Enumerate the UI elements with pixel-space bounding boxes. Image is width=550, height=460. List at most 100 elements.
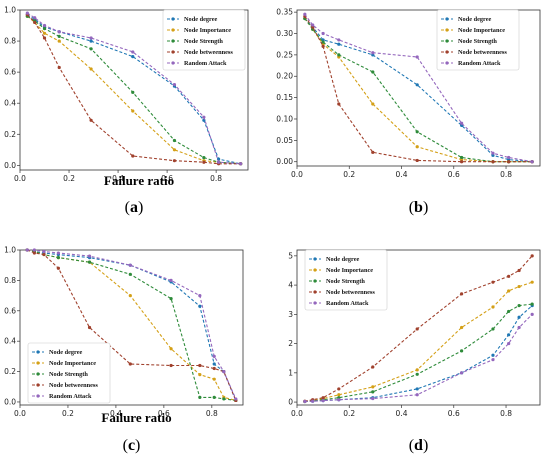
plot-frame xyxy=(19,9,249,171)
legend-entry: Node Importance xyxy=(458,27,505,34)
data-point xyxy=(507,160,511,164)
y-tick-label: 0.20 xyxy=(276,72,293,81)
x-tick-label: 0.0 xyxy=(291,170,303,179)
y-tick-label: 0.0 xyxy=(4,397,16,406)
legend-swatch-marker xyxy=(313,268,317,272)
data-point xyxy=(42,249,46,254)
data-point xyxy=(337,387,341,391)
legend: Node degree Node Importance Node Strength N… xyxy=(304,249,388,311)
data-point xyxy=(530,254,534,258)
data-point xyxy=(415,130,419,134)
y-tick-label: 0.15 xyxy=(276,93,293,102)
data-point xyxy=(222,369,226,374)
data-point xyxy=(507,309,511,314)
data-point xyxy=(415,372,419,376)
data-point xyxy=(530,312,534,316)
data-point xyxy=(89,47,93,51)
legend-swatch-marker xyxy=(36,350,40,354)
data-point xyxy=(337,38,341,42)
y-tick-label: 1.0 xyxy=(4,246,16,255)
data-point xyxy=(321,40,325,44)
data-point xyxy=(212,377,216,381)
data-point xyxy=(337,393,341,397)
legend-entry: Node Strength xyxy=(326,278,365,285)
legend-swatch-marker xyxy=(445,28,449,32)
data-point xyxy=(460,349,464,353)
x-tick-label: 0.0 xyxy=(291,409,303,418)
data-point xyxy=(172,138,177,143)
legend: Node degree Node Importance Node Strength N… xyxy=(27,342,111,404)
legend-entry: Node Importance xyxy=(326,267,373,274)
x-axis-label: Failure ratio xyxy=(104,173,174,188)
data-point xyxy=(517,303,521,308)
x-tick-label: 0.8 xyxy=(500,409,512,418)
y-tick-label: 0.8 xyxy=(4,37,16,46)
panel-label: (d) xyxy=(409,437,429,454)
data-point xyxy=(234,397,238,401)
y-tick-label: 3 xyxy=(288,310,293,319)
y-tick-label: 0.6 xyxy=(4,68,16,77)
legend-entry: Random Attack xyxy=(458,60,501,67)
data-point xyxy=(212,362,216,366)
data-point xyxy=(460,371,464,375)
legend-entry: Node degree xyxy=(184,16,217,23)
chart-panel-c: 0.0 0.2 0.4 0.6 0.8 0.0 0.2 0.4 0.6 0.8 1.0 Node de… xyxy=(4,246,244,454)
data-point xyxy=(212,395,216,400)
data-point xyxy=(131,90,135,94)
series-line xyxy=(304,16,533,163)
data-point xyxy=(371,385,375,389)
legend-entry: Node Importance xyxy=(184,27,231,34)
x-tick-label: 0.0 xyxy=(14,174,26,183)
legend: Node degree Node Importance Node Strength N… xyxy=(436,9,520,71)
chart-panel-b: 0.0 0.2 0.4 0.6 0.8 0.00 0.05 0.10 0.15 0.20 0.25 0… xyxy=(276,8,541,216)
legend-swatch-marker xyxy=(313,279,317,283)
data-point xyxy=(33,20,37,25)
legend-swatch-marker xyxy=(171,39,175,43)
legend-entry: Node betweenness xyxy=(184,49,233,56)
series-line xyxy=(304,18,533,163)
x-tick-label: 0.8 xyxy=(206,409,218,418)
data-point xyxy=(321,31,325,36)
legend-box xyxy=(27,342,111,404)
data-point xyxy=(530,280,534,284)
data-point xyxy=(491,358,495,362)
data-point xyxy=(198,304,202,308)
plot-frame xyxy=(296,249,541,406)
data-point xyxy=(303,399,307,404)
panel-label: (c) xyxy=(123,437,141,454)
data-point xyxy=(56,255,60,260)
data-point xyxy=(87,254,92,258)
data-point xyxy=(212,366,216,371)
x-tick-label: 0.4 xyxy=(396,409,408,418)
data-point xyxy=(371,51,375,55)
data-point xyxy=(415,145,419,149)
chart-panel-d: 0.0 0.2 0.4 0.6 0.8 0 1 2 3 4 5 Node degree Node Imp… xyxy=(288,249,541,454)
series-line xyxy=(304,18,533,163)
data-point xyxy=(371,365,375,369)
data-point xyxy=(371,396,375,401)
x-tick-label: 0.6 xyxy=(161,174,173,183)
y-tick-label: 0.6 xyxy=(4,306,16,315)
y-tick-label: 0.10 xyxy=(276,114,293,123)
data-point xyxy=(321,396,325,400)
legend-entry: Node Strength xyxy=(458,38,497,45)
data-point xyxy=(172,148,177,152)
legend-entry: Node Strength xyxy=(184,38,223,45)
x-tick-label: 0.2 xyxy=(343,170,355,179)
chart-panel-a: 0.0 0.2 0.4 0.6 0.8 0.0 0.2 0.4 0.6 0.8 1.0 Node de… xyxy=(4,6,249,216)
data-point xyxy=(131,55,135,59)
data-point xyxy=(172,82,177,87)
data-point xyxy=(202,155,206,160)
x-tick-label: 0.2 xyxy=(343,409,355,418)
legend-swatch-marker xyxy=(313,301,317,305)
x-tick-label: 0.4 xyxy=(112,174,124,183)
data-point xyxy=(371,150,375,154)
series-line xyxy=(26,249,237,401)
legend-entry: Node Strength xyxy=(49,371,88,378)
legend-swatch-marker xyxy=(36,383,40,387)
data-point xyxy=(507,289,511,293)
data-point xyxy=(212,354,216,358)
data-point xyxy=(507,155,511,160)
y-tick-label: 0.05 xyxy=(276,136,293,145)
x-tick-label: 0.6 xyxy=(158,409,170,418)
